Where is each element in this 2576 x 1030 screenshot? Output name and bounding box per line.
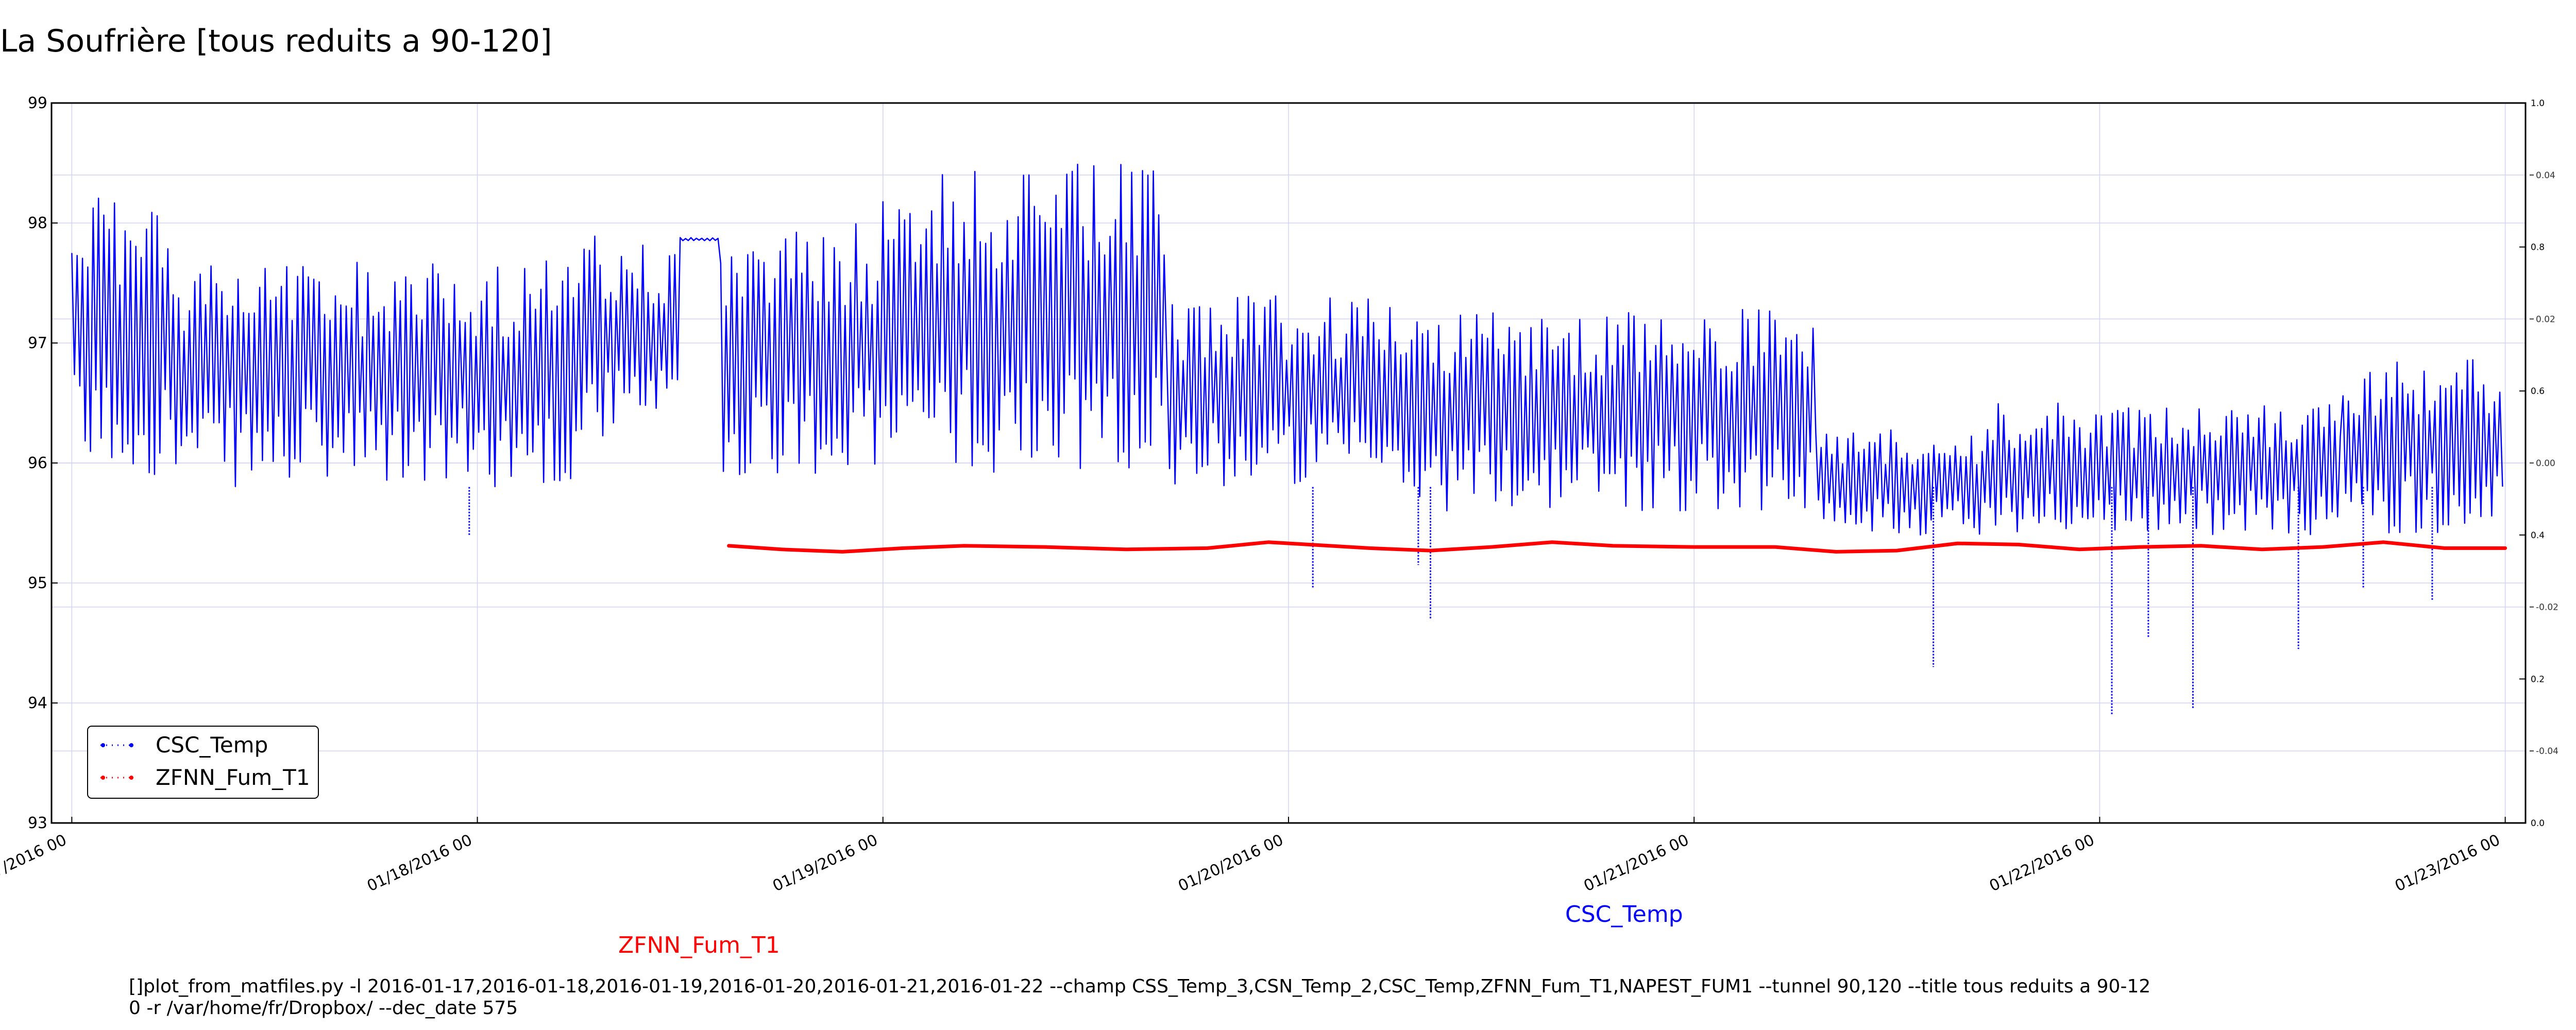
x-tick-label: 01/23/2016 00 — [2392, 831, 2503, 896]
legend-box — [87, 726, 319, 799]
y-tick-label: 96 — [28, 454, 47, 472]
right-tick-label: 0.6 — [2531, 386, 2545, 397]
legend-csc-label: CSC_Temp — [156, 732, 268, 758]
right-tick-label-secondary: -0.04 — [2536, 746, 2558, 757]
x-tick-label: 01/19/2016 00 — [770, 831, 880, 896]
chart-title: La Soufrière [tous reduits a 90-120] — [0, 23, 552, 59]
y-tick-label: 95 — [28, 574, 47, 592]
x-tick-label: 01/18/2016 00 — [364, 831, 475, 896]
y-tick-label: 97 — [28, 334, 47, 352]
x-tick-label: 01/20/2016 00 — [1176, 831, 1286, 896]
right-tick-label: 0.2 — [2531, 674, 2545, 684]
right-tick-label: 1.0 — [2531, 98, 2545, 109]
legend-zfnn-label: ZFNN_Fum_T1 — [156, 765, 310, 790]
right-tick-label-secondary: 0.00 — [2536, 458, 2555, 469]
y-tick-label: 94 — [28, 694, 47, 712]
x-axis: 01/17/2016 00 01/18/2016 00 01/19/2016 00 0… — [0, 817, 2506, 896]
zfnn-series-label: ZFNN_Fum_T1 — [618, 932, 780, 958]
y-tick-label: 99 — [28, 94, 47, 112]
legend-zfnn-marker — [101, 776, 105, 780]
y-axis-left: 93 94 95 96 97 98 99 — [28, 94, 58, 832]
x-tick-label: 01/17/2016 00 — [0, 831, 70, 896]
legend-csc-marker — [101, 743, 105, 747]
right-tick-label-secondary: 0.04 — [2536, 170, 2555, 181]
plot-area — [71, 163, 2507, 715]
x-tick-label: 01/21/2016 00 — [1581, 831, 1692, 896]
legend: CSC_Temp ZFNN_Fum_T1 — [87, 726, 319, 799]
series-line-csc-temp — [71, 163, 2503, 536]
right-tick-label: 0.8 — [2531, 243, 2545, 253]
right-tick-label-secondary: -0.02 — [2536, 603, 2558, 613]
right-tick-label: 0.0 — [2531, 818, 2545, 829]
series-line-zfnn-fum-t1 — [727, 540, 2507, 554]
right-tick-label-secondary: 0.02 — [2536, 314, 2555, 324]
right-tick-label: 0.4 — [2531, 530, 2545, 541]
command-line-text: []plot_from_matfiles.py -l 2016-01-17,20… — [129, 976, 2151, 1019]
y-tick-label: 98 — [28, 214, 47, 232]
x-tick-label: 01/22/2016 00 — [1987, 831, 2097, 896]
csc-series-label: CSC_Temp — [1565, 901, 1683, 928]
legend-csc-marker — [129, 743, 133, 747]
y-tick-label: 93 — [28, 814, 47, 832]
y-axis-right: 0.0 0.2 0.4 0.6 0.8 1.0 0.04 0.02 0.00 -0.02 -0.04 — [2519, 98, 2558, 829]
legend-zfnn-marker — [129, 776, 133, 780]
